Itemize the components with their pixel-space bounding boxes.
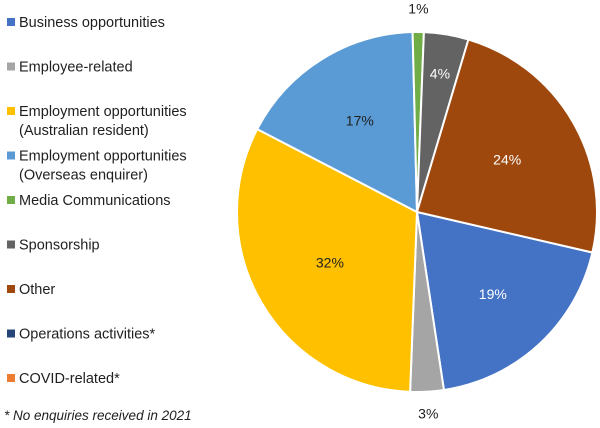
- legend-item-covid-related: COVID-related*: [7, 371, 120, 387]
- pie-value-label-media-communications: 1%: [408, 1, 428, 17]
- legend-label: Other: [19, 282, 55, 298]
- legend-swatch: [7, 196, 15, 204]
- legend-label: Employment opportunities: [19, 149, 187, 165]
- legend-swatch: [7, 107, 15, 115]
- legend-swatch: [7, 18, 15, 26]
- legend-label: Employment opportunities: [19, 104, 187, 120]
- legend: Business opportunities Employee-related Em…: [7, 15, 187, 387]
- legend-swatch: [7, 240, 15, 249]
- legend-label: Operations activities*: [19, 327, 156, 343]
- legend-item-employment-opportunities-australian-resident: Employment opportunities (Australian resi…: [7, 104, 187, 139]
- legend-label: Employee-related: [19, 60, 133, 76]
- pie-value-label-employment-opportunities-overseas-enquirer: 17%: [346, 112, 374, 128]
- legend-item-employment-opportunities-overseas-enquirer: Employment opportunities (Overseas enquir…: [7, 149, 187, 184]
- legend-label: (Australian resident): [19, 123, 149, 139]
- legend-swatch: [7, 62, 15, 71]
- legend-label: (Overseas enquirer): [19, 168, 148, 184]
- footnote: * No enquiries received in 2021: [4, 408, 192, 423]
- legend-item-employee-related: Employee-related: [7, 60, 133, 76]
- pie-value-label-business-opportunities: 19%: [479, 286, 507, 302]
- pie-value-label-sponsorship: 4%: [430, 66, 450, 82]
- legend-item-other: Other: [7, 282, 55, 298]
- legend-label: Business opportunities: [19, 15, 165, 31]
- pie-value-label-employee-related: 3%: [418, 405, 438, 421]
- pie-value-label-employment-opportunities-australian-resident: 32%: [316, 255, 344, 271]
- legend-swatch: [7, 151, 15, 160]
- pie-slice-employment-opportunities-overseas-enquirer: [256, 31, 418, 213]
- legend-swatch: [7, 329, 15, 338]
- legend-item-media-communications: Media Communications: [7, 193, 171, 209]
- legend-label: Sponsorship: [19, 238, 100, 254]
- pie-slice-employment-opportunities-australian-resident: [236, 128, 418, 393]
- legend-label: Media Communications: [19, 193, 171, 209]
- pie-slice-business-opportunities: [416, 211, 594, 391]
- legend-item-business-opportunities: Business opportunities: [7, 15, 165, 31]
- legend-swatch: [7, 285, 15, 293]
- legend-label: COVID-related*: [19, 371, 120, 387]
- legend-swatch: [7, 374, 15, 382]
- legend-item-sponsorship: Sponsorship: [7, 238, 100, 254]
- pie-value-labels: 19% 3% 32% 17% 1% 4% 24%: [316, 1, 521, 422]
- legend-item-operations-activities: Operations activities*: [7, 327, 156, 343]
- pie-slices: [236, 31, 598, 393]
- pie-slice-other: [416, 38, 598, 254]
- pie-value-label-other: 24%: [493, 152, 521, 168]
